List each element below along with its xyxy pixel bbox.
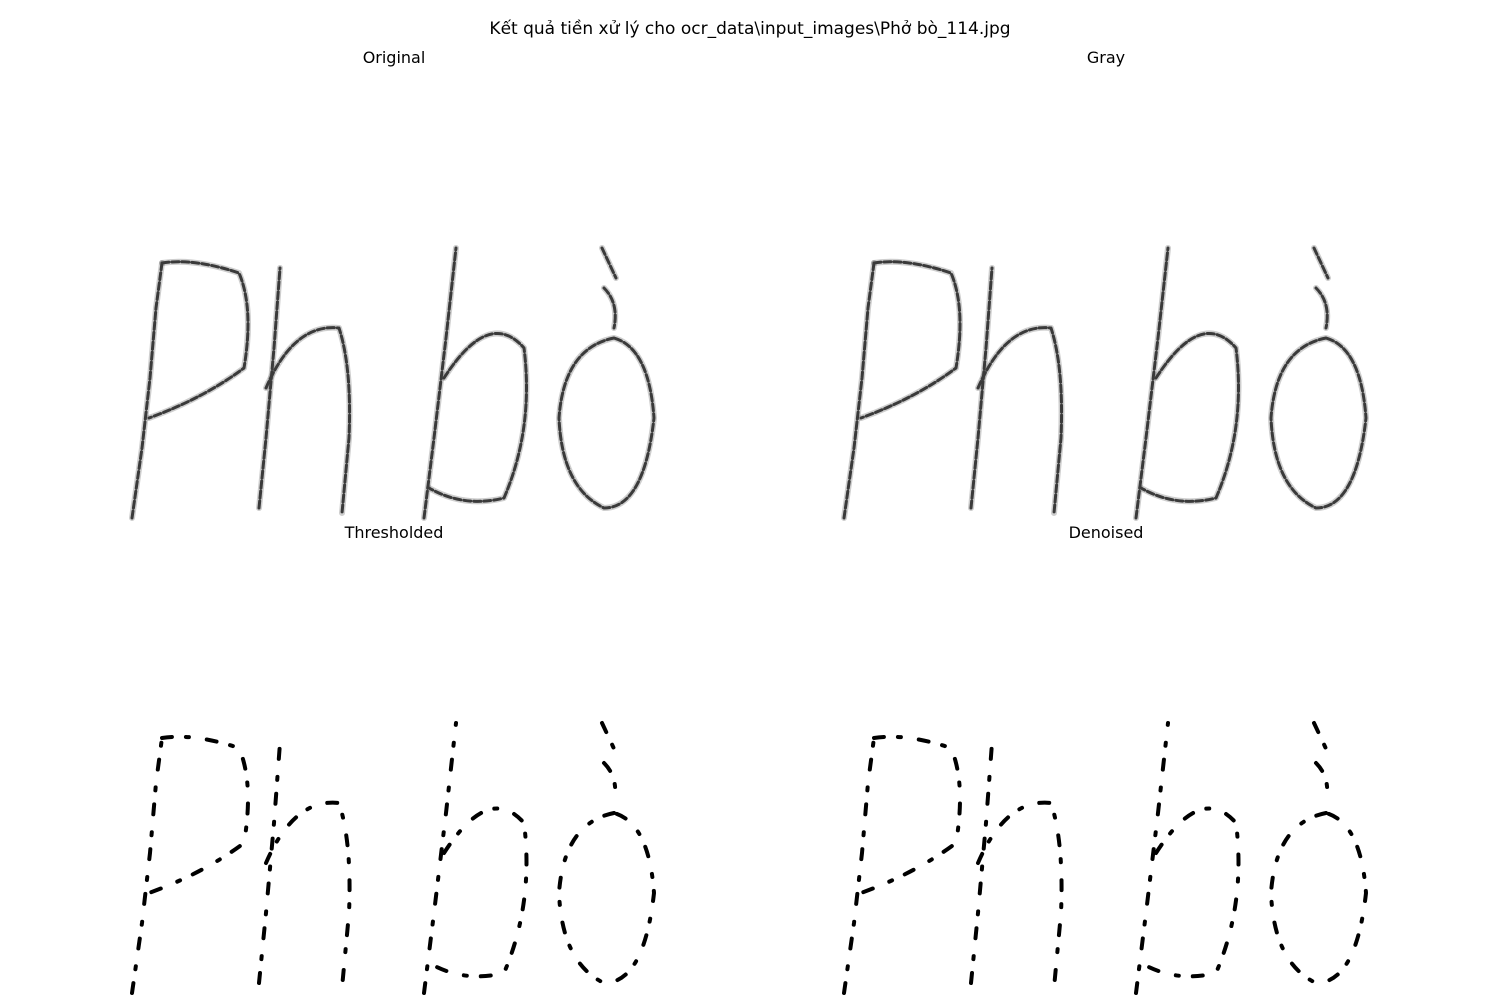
binary-stroke: [147, 734, 250, 895]
binary-stroke: [1269, 811, 1368, 985]
thresholded-image: [130, 721, 656, 995]
handwriting-stroke: [859, 260, 962, 420]
binary-stroke: [1134, 721, 1170, 995]
panel-thresholded: Thresholded: [94, 523, 694, 995]
binary-stroke: [859, 734, 962, 895]
binary-stroke: [976, 800, 1064, 990]
handwriting-stroke: [257, 266, 282, 510]
handwriting-stroke: [976, 326, 1064, 515]
gray-image: [841, 245, 1369, 521]
handwriting-stroke: [842, 261, 876, 520]
binary-stroke: [1314, 761, 1330, 805]
binary-stroke: [600, 721, 618, 755]
handwriting-stroke: [427, 331, 528, 503]
panel-title-denoised: Denoised: [1068, 523, 1144, 542]
handwriting-stroke: [600, 246, 618, 280]
stroke-halo: [975, 324, 1065, 516]
binary-stroke: [557, 811, 656, 985]
handwriting-stroke: [147, 260, 250, 420]
stroke-halo: [146, 258, 251, 421]
handwriting-stroke: [1134, 246, 1170, 520]
original-image: [129, 245, 657, 521]
panel-title-thresholded: Thresholded: [344, 523, 444, 542]
handwriting-stroke: [1139, 331, 1240, 503]
handwriting-stroke: [264, 326, 352, 515]
handwriting-stroke: [422, 246, 458, 520]
panel-denoised: Denoised: [806, 523, 1406, 995]
stroke-halo: [858, 258, 963, 421]
handwriting-stroke: [1312, 246, 1330, 280]
panel-title-original: Original: [362, 48, 426, 67]
binary-stroke: [969, 741, 994, 985]
binary-stroke: [602, 761, 618, 805]
handwriting-stroke: [602, 286, 617, 330]
binary-stroke: [130, 736, 164, 995]
binary-stroke: [264, 800, 352, 990]
handwriting-stroke: [130, 261, 164, 520]
binary-stroke: [1312, 721, 1330, 755]
handwriting-stroke: [1314, 286, 1329, 330]
binary-stroke: [422, 721, 458, 995]
figure-title: Kết quả tiền xử lý cho ocr_data\input_im…: [489, 19, 1011, 39]
binary-stroke: [257, 741, 282, 985]
panel-original: Original: [94, 48, 694, 521]
binary-stroke: [842, 736, 876, 995]
denoised-image: [842, 721, 1368, 995]
panel-title-gray: Gray: [1086, 48, 1126, 67]
handwriting-stroke: [557, 336, 656, 510]
handwriting-stroke: [1269, 336, 1368, 510]
handwriting-stroke: [969, 266, 994, 510]
panel-gray: Gray: [806, 48, 1406, 521]
stroke-halo: [263, 324, 353, 516]
